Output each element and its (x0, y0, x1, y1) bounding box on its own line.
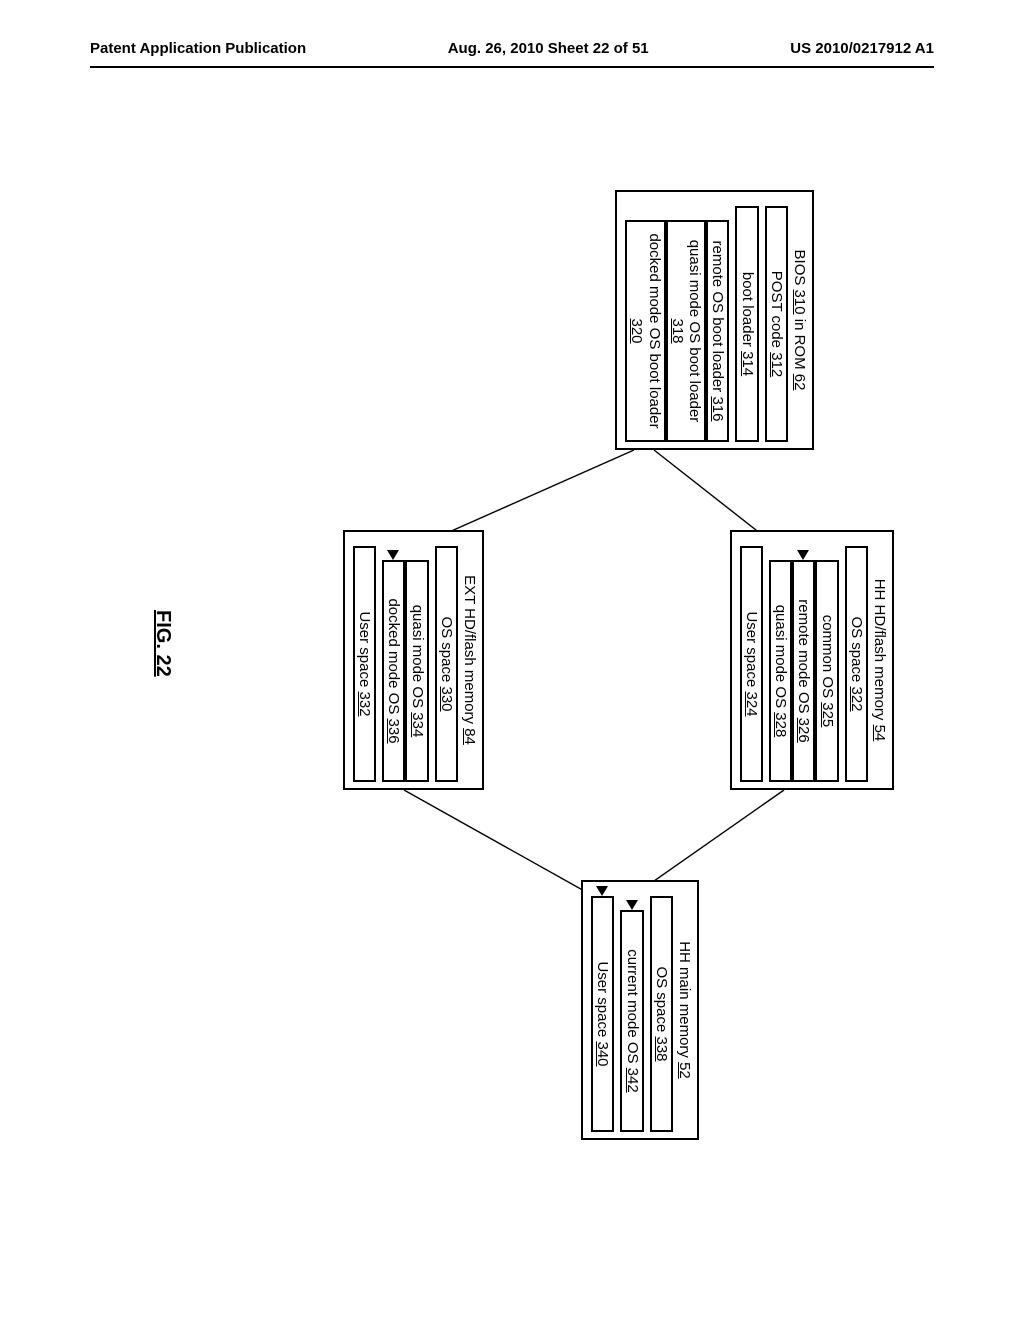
figure-canvas: BIOS 310 in ROM 62POST code 312 boot load… (90, 120, 934, 1220)
block-hh_hd-cell-2: remote mode OS 326 (792, 560, 815, 782)
block-hh_mm-cell-1: current mode OS 342 (621, 910, 644, 1132)
block-bios: BIOS 310 in ROM 62POST code 312 boot load… (615, 190, 814, 450)
block-hh_hd-cell-3: quasi mode OS 328 (769, 560, 792, 782)
block-hh_mm-title: HH main memory 52 (671, 882, 697, 1138)
block-ext_hd-cell-2: docked mode OS 336 (382, 560, 405, 782)
block-hh_hd-cell-0: OS space 322 (845, 546, 868, 782)
header-rule (90, 66, 934, 68)
page-header: Patent Application Publication Aug. 26, … (0, 40, 1024, 57)
block-ext_hd-cell-3: User space 332 (353, 546, 376, 782)
block-hh_mm-cell-0: OS space 338 (650, 896, 673, 1132)
header-left: Patent Application Publication (90, 40, 306, 57)
header-center: Aug. 26, 2010 Sheet 22 of 51 (448, 40, 649, 57)
block-hh_mm-cell-2: User space 340 (591, 896, 614, 1132)
block-ext_hd-cell-1: quasi mode OS 334 (406, 560, 429, 782)
block-bios-cell-2: remote OS boot loader 316 (706, 220, 729, 442)
header-right: US 2010/0217912 A1 (790, 40, 934, 57)
arrow-right-icon (597, 886, 609, 896)
block-hh_hd-title: HH HD/flash memory 54 (866, 532, 892, 788)
block-ext_hd-cell-0: OS space 330 (435, 546, 458, 782)
figure-label: FIG. 22 (151, 610, 174, 677)
block-ext_hd-title: EXT HD/flash memory 84 (456, 532, 482, 788)
figure-area: BIOS 310 in ROM 62POST code 312 boot load… (90, 120, 934, 1220)
block-bios-cell-0: POST code 312 (765, 206, 788, 442)
block-bios-cell-1: boot loader 314 (736, 206, 759, 442)
block-bios-title: BIOS 310 in ROM 62 (786, 192, 812, 448)
arrow-right-icon (798, 550, 810, 560)
block-ext_hd: EXT HD/flash memory 84OS space 330 quasi … (343, 530, 484, 790)
block-hh_hd-cell-1: common OS 325 (816, 560, 839, 782)
block-hh_mm: HH main memory 52OS space 338 current mod… (581, 880, 699, 1140)
block-hh_hd-cell-4: User space 324 (740, 546, 763, 782)
block-bios-cell-3: quasi mode OS boot loader 318 (666, 220, 707, 442)
arrow-right-icon (627, 900, 639, 910)
block-hh_hd: HH HD/flash memory 54OS space 322 common … (730, 530, 894, 790)
block-bios-cell-4: docked mode OS boot loader 320 (625, 220, 666, 442)
arrow-right-icon (388, 550, 400, 560)
figure-rotator: BIOS 310 in ROM 62POST code 312 boot load… (90, 120, 934, 1220)
